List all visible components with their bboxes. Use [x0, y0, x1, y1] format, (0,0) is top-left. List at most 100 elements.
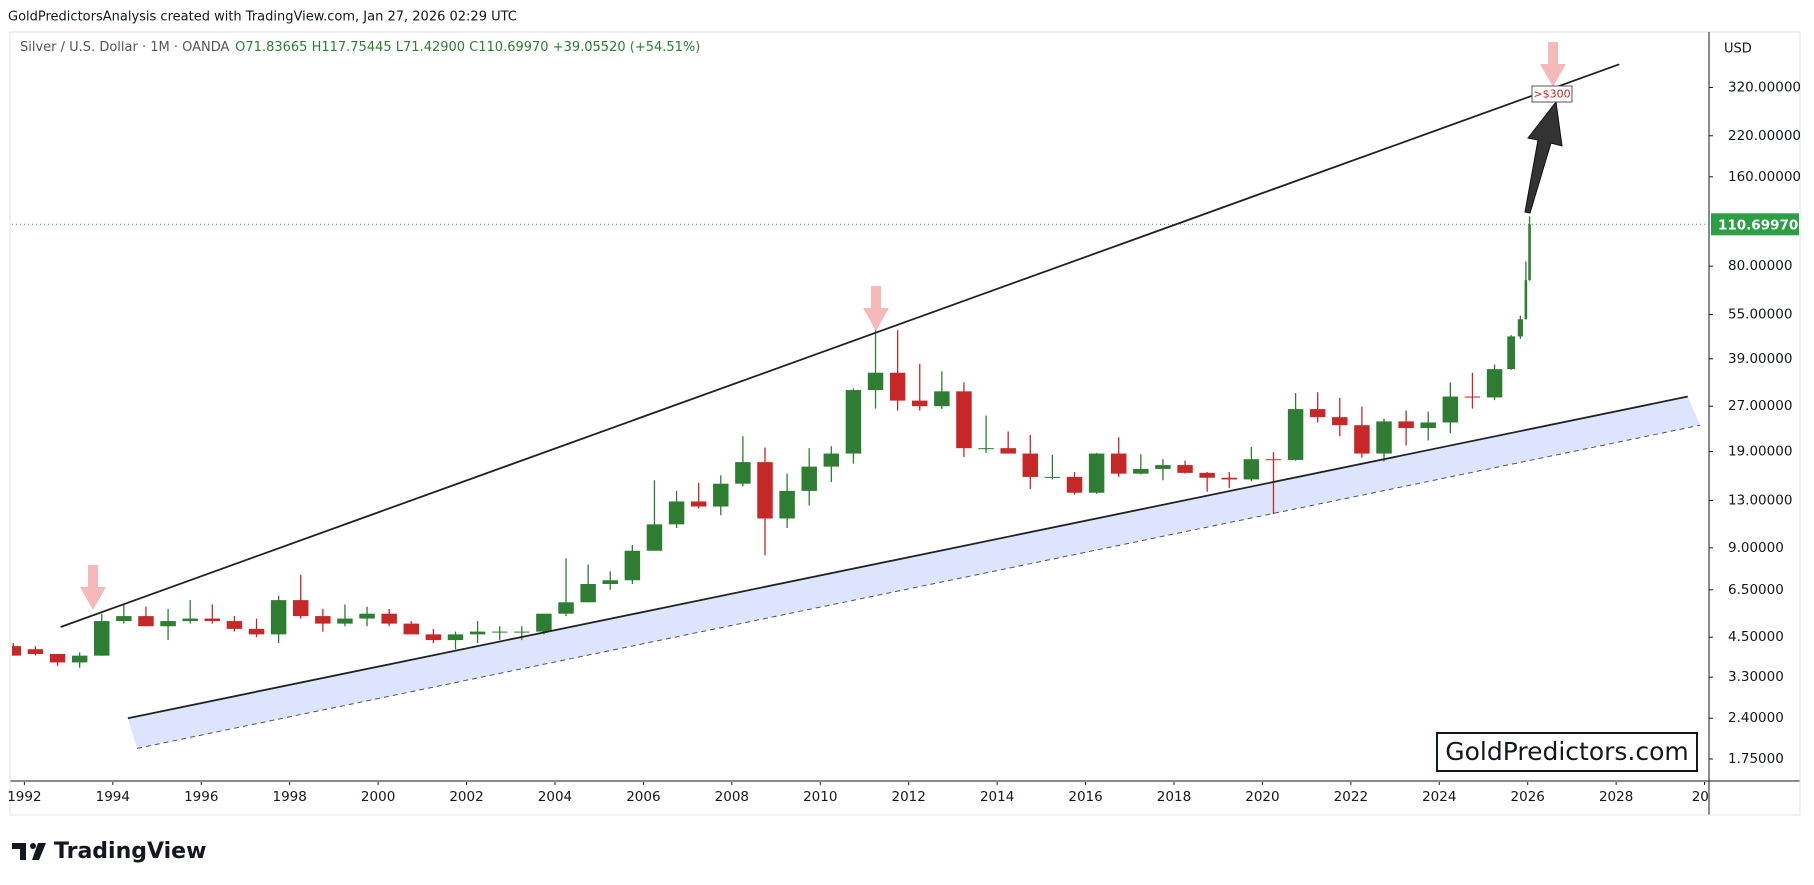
watermark: GoldPredictors.com [1445, 737, 1689, 766]
candle-body [447, 634, 464, 641]
candle-body [713, 483, 729, 507]
channel-fill [127, 396, 1701, 749]
annotation-box [1531, 85, 1573, 103]
candle-body [1243, 459, 1260, 480]
candle-body [867, 372, 884, 391]
x-tick-label: 2004 [538, 789, 572, 805]
y-tick-label: 13.00000 [1728, 492, 1792, 508]
plot [12, 63, 1709, 749]
candle-body [1309, 409, 1326, 418]
y-axis: 1.75000 2.40000 3.30000 4.50000 6.50000 9.000… [1709, 79, 1801, 767]
last-price-tag [1711, 213, 1799, 236]
x-tick-label: 1994 [96, 789, 130, 805]
candle-body [1044, 476, 1061, 478]
symbol: Silver / U.S. Dollar · 1M · OANDA [20, 40, 230, 55]
watermark-box [1436, 732, 1698, 772]
candle-body [1022, 453, 1039, 477]
y-tick-label: 6.50000 [1728, 582, 1784, 598]
candle-body [801, 466, 817, 491]
candle-body [1524, 280, 1528, 320]
ohlc-values: O71.83665 H117.75445 L71.42900 C110.6997… [235, 40, 700, 55]
candle-body [823, 453, 840, 467]
x-tick-label: 2028 [1599, 789, 1633, 805]
candle-body [315, 616, 331, 624]
candle-body [1110, 453, 1127, 474]
candle-body [978, 448, 994, 450]
candle-body [182, 618, 198, 622]
candle-body [1133, 468, 1149, 474]
currency: USD [1724, 42, 1752, 57]
candle-body [1398, 421, 1414, 429]
candle-body [1420, 422, 1436, 429]
x-tick-label: 2008 [715, 789, 749, 805]
candle-body [1155, 465, 1171, 469]
x-tick-label: 2020 [1245, 789, 1279, 805]
candle-body [757, 462, 773, 519]
candle-body [292, 600, 309, 617]
x-tick-label: 2016 [1068, 789, 1102, 805]
candle-body [514, 631, 530, 633]
y-tick-label: 9.00000 [1728, 540, 1784, 556]
candle-body [1442, 396, 1459, 423]
y-tick-label: 55.00000 [1728, 306, 1792, 322]
candle-body [536, 613, 552, 632]
y-tick-label: 4.50000 [1728, 629, 1784, 645]
trendline [127, 395, 1688, 720]
candle-body [116, 616, 132, 622]
candle-body [94, 621, 110, 656]
x-tick-label: 2018 [1157, 789, 1191, 805]
candle-body [1376, 421, 1392, 454]
candle-body [204, 618, 221, 622]
x-tick-label: 2006 [626, 789, 660, 805]
y-tick-label: 27.00000 [1728, 398, 1792, 414]
candle-body [1517, 319, 1523, 337]
x-tick-label: 2012 [892, 789, 926, 805]
y-tick-label: 1.75000 [1728, 751, 1784, 767]
candle-body [889, 372, 906, 401]
candle-body [248, 628, 265, 635]
candle-body [226, 621, 243, 629]
x-tick-label: 2024 [1422, 789, 1456, 805]
brand-logo: TradingView [12, 839, 206, 864]
attribution: GoldPredictorsAnalysis created with Trad… [8, 10, 517, 25]
candle-body [425, 634, 442, 641]
x-tick-label: 2000 [361, 789, 395, 805]
candle-body [469, 631, 486, 635]
candle-body [1507, 336, 1516, 370]
y-tick-label: 80.00000 [1728, 258, 1792, 274]
y-tick-label: 19.00000 [1728, 444, 1792, 460]
candle-body [779, 490, 795, 519]
candle-body [49, 654, 66, 663]
candle-body [956, 391, 972, 449]
x-tick-label: 2014 [980, 789, 1014, 805]
x-tick-label: 203 [1692, 789, 1718, 805]
projection-arrow [1524, 100, 1563, 214]
y-tick-label: 39.00000 [1728, 351, 1792, 367]
x-tick-label: 2026 [1511, 789, 1545, 805]
y-tick-label: 220.00000 [1728, 128, 1801, 144]
marker-arrow [1540, 42, 1566, 87]
candle-body [1265, 459, 1282, 461]
candle-body [558, 602, 574, 614]
logo-icon [12, 843, 34, 860]
candle-body [160, 621, 176, 627]
candle-body [912, 400, 928, 407]
candle-body [270, 600, 287, 635]
candle-body [138, 616, 154, 627]
marker-arrow [80, 565, 106, 610]
symbol-legend: Silver / U.S. Dollar · 1M · OANDA O71.836… [20, 40, 700, 55]
candle-body [27, 649, 44, 655]
candle-body [1354, 425, 1370, 454]
candle-body [624, 550, 641, 581]
candle-body [1464, 396, 1481, 398]
annotation: >$300 [1533, 88, 1570, 101]
candle-body [1486, 369, 1503, 398]
candle-body [1332, 417, 1348, 426]
candle-body [12, 646, 22, 656]
candle-body [646, 524, 663, 551]
y-tick-label: 3.30000 [1728, 669, 1784, 685]
logo-icon [32, 843, 46, 860]
logo-icon [30, 843, 36, 849]
candle-body [359, 613, 375, 619]
